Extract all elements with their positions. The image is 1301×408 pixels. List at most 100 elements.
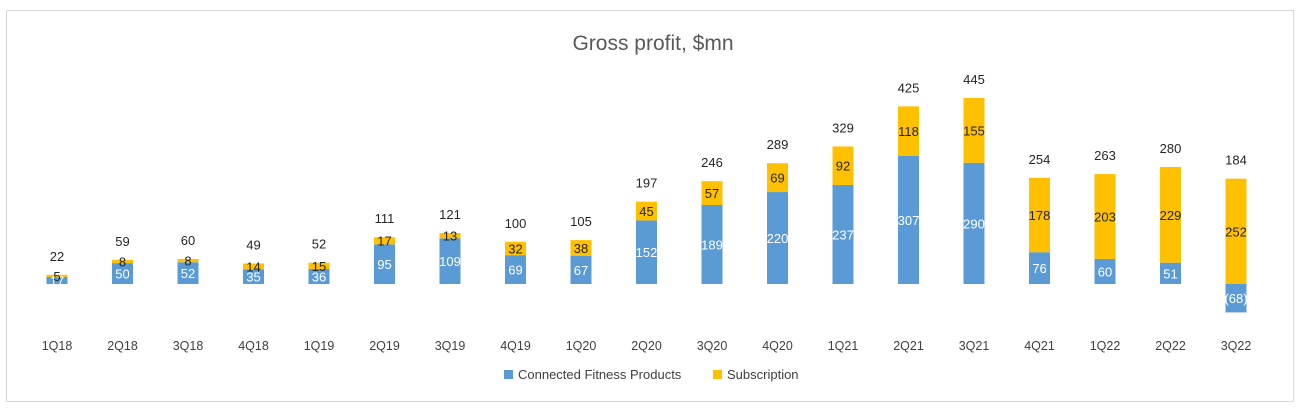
- label-subscription: 14: [246, 259, 260, 274]
- label-total: 425: [898, 80, 920, 95]
- label-connected-fitness: 60: [1098, 264, 1112, 279]
- label-subscription: 178: [1029, 208, 1051, 223]
- label-total: 246: [701, 155, 723, 170]
- label-total: 263: [1094, 148, 1116, 163]
- x-tick-label: 4Q18: [238, 339, 269, 353]
- label-connected-fitness: 35: [246, 270, 260, 285]
- label-connected-fitness: 76: [1032, 261, 1046, 276]
- bar-subscription: [505, 241, 526, 256]
- bar-connected-fitness: [243, 269, 264, 284]
- legend-label-connected-fitness: Connected Fitness Products: [518, 367, 682, 382]
- bar-subscription: [439, 233, 461, 239]
- label-subscription: 92: [836, 159, 850, 174]
- label-connected-fitness: 307: [898, 213, 920, 228]
- x-tick-label: 1Q19: [304, 339, 335, 353]
- bar-subscription: [1225, 178, 1247, 284]
- bar-connected-fitness: [1029, 252, 1050, 284]
- x-tick-label: 3Q20: [697, 339, 728, 353]
- label-total: 52: [312, 237, 326, 252]
- x-tick-label: 3Q22: [1221, 339, 1252, 353]
- bar-connected-fitness: [177, 262, 199, 284]
- label-total: 184: [1225, 153, 1247, 168]
- label-connected-fitness: 50: [115, 267, 129, 282]
- chart-title: Gross profit, $mn: [572, 32, 733, 55]
- x-tick-label: 2Q20: [631, 339, 662, 353]
- label-connected-fitness: 51: [1163, 266, 1177, 281]
- bar-subscription: [767, 163, 788, 193]
- bar-connected-fitness: [1160, 262, 1181, 284]
- x-tick-label: 3Q18: [173, 339, 204, 353]
- label-total: 445: [963, 72, 985, 87]
- bar-connected-fitness: [636, 220, 657, 284]
- label-subscription: 15: [312, 259, 326, 274]
- label-subscription: 57: [705, 186, 719, 201]
- bar-subscription: [701, 181, 723, 206]
- bar-subscription: [177, 258, 199, 263]
- bar-connected-fitness: [439, 238, 461, 284]
- label-total: 197: [636, 176, 658, 191]
- label-total: 49: [246, 238, 260, 253]
- bar-subscription: [1160, 166, 1181, 263]
- label-total: 111: [375, 211, 395, 226]
- label-subscription: 118: [898, 124, 919, 139]
- label-total: 105: [570, 214, 592, 229]
- bar-subscription: [1029, 177, 1050, 253]
- label-total: 100: [505, 216, 527, 231]
- bar-connected-fitness: [308, 268, 330, 284]
- label-total: 59: [115, 234, 129, 249]
- chart-frame: Gross profit, $mn 17 5 22 50 8 59 52 8 60 35 14 49 3…: [6, 10, 1294, 402]
- labels-layer: 1752250859528603514493615529517111109131…: [50, 72, 1248, 306]
- bar-subscription: [243, 263, 264, 270]
- label-connected-fitness: 189: [701, 238, 723, 253]
- x-tick-label: 3Q21: [959, 339, 990, 353]
- label-connected-fitness: (68): [1224, 291, 1247, 306]
- legend: Connected Fitness Products Subscription: [504, 367, 799, 382]
- label-total: 60: [181, 233, 195, 248]
- bar-connected-fitness: [112, 263, 133, 284]
- x-tick-label: 2Q21: [893, 339, 924, 353]
- bar-subscription: [308, 262, 330, 269]
- label-subscription: 69: [770, 171, 784, 186]
- legend-label-subscription: Subscription: [727, 367, 799, 382]
- label-subscription: 32: [508, 241, 522, 256]
- x-tick-label: 1Q20: [566, 339, 597, 353]
- x-tick-label: 1Q22: [1090, 339, 1121, 353]
- x-tick-label: 4Q20: [762, 339, 793, 353]
- bar-subscription: [963, 98, 985, 163]
- label-subscription: 38: [574, 241, 588, 256]
- label-connected-fitness: 67: [574, 263, 588, 278]
- legend-swatch-subscription: [713, 370, 722, 379]
- bar-connected-fitness: [1094, 258, 1116, 284]
- x-tick-label: 2Q22: [1155, 339, 1186, 353]
- label-connected-fitness: 17: [50, 273, 64, 288]
- label-connected-fitness: 95: [377, 257, 391, 272]
- bar-subscription: [374, 237, 395, 245]
- label-connected-fitness: 220: [767, 231, 789, 246]
- x-tick-label: 2Q19: [369, 339, 400, 353]
- bar-subscription: [636, 201, 657, 221]
- bar-subscription: [46, 274, 68, 277]
- label-total: 280: [1160, 141, 1182, 156]
- label-connected-fitness: 36: [312, 269, 326, 284]
- bar-subscription: [112, 259, 133, 264]
- bar-subscription: [832, 146, 854, 185]
- x-tick-label: 4Q19: [500, 339, 531, 353]
- bar-subscription: [570, 240, 592, 256]
- label-subscription: 8: [184, 254, 191, 269]
- x-axis: 1Q18 2Q18 3Q18 4Q18 1Q19 2Q19 3Q19 4Q19 1Q20 2Q20…: [42, 339, 1252, 353]
- bar-connected-fitness: [701, 205, 723, 284]
- label-connected-fitness: 237: [832, 227, 854, 242]
- bar-connected-fitness: [1225, 284, 1247, 313]
- x-tick-label: 1Q21: [828, 339, 859, 353]
- label-subscription: 229: [1160, 208, 1182, 223]
- label-subscription: 8: [119, 254, 126, 269]
- legend-swatch-connected-fitness: [504, 370, 513, 379]
- label-connected-fitness: 109: [439, 254, 461, 269]
- label-subscription: 252: [1225, 224, 1247, 239]
- x-tick-label: 3Q19: [435, 339, 466, 353]
- bar-subscription: [1094, 174, 1116, 259]
- bar-connected-fitness: [46, 276, 68, 284]
- bar-connected-fitness: [505, 255, 526, 284]
- label-subscription: 45: [639, 204, 653, 219]
- bar-connected-fitness: [963, 162, 985, 284]
